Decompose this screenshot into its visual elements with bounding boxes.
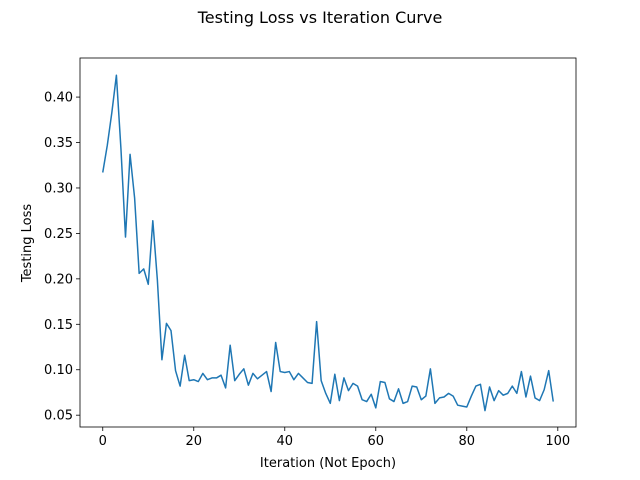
- y-tick-label: 0.40: [44, 91, 73, 106]
- y-tick-label: 0.20: [44, 272, 73, 287]
- y-tick-label: 0.15: [44, 318, 73, 333]
- y-tick-label: 0.35: [44, 136, 73, 151]
- plot-frame: [79, 57, 577, 428]
- x-axis: 0 20 40 60 80 100: [99, 427, 570, 449]
- y-tick-label: 0.30: [44, 181, 73, 196]
- y-axis: 0.05 0.10 0.15 0.20 0.25 0.30 0.35 0.40: [44, 91, 80, 424]
- series-layer: [102, 74, 554, 412]
- x-axis-label: Iteration (Not Epoch): [260, 456, 396, 471]
- x-tick-label: 40: [276, 434, 293, 449]
- chart-title: Testing Loss vs Iteration Curve: [197, 8, 443, 27]
- x-tick-label: 20: [185, 434, 202, 449]
- x-tick-label: 80: [459, 434, 476, 449]
- x-tick-label: 60: [368, 434, 385, 449]
- plot-area: [79, 57, 577, 428]
- x-tick-label: 0: [99, 434, 107, 449]
- y-tick-label: 0.05: [44, 409, 73, 424]
- series-line: [102, 74, 554, 412]
- y-tick-label: 0.25: [44, 227, 73, 242]
- y-axis-label: Testing Loss: [20, 204, 35, 284]
- x-tick-label: 100: [545, 434, 570, 449]
- y-tick-label: 0.10: [44, 363, 73, 378]
